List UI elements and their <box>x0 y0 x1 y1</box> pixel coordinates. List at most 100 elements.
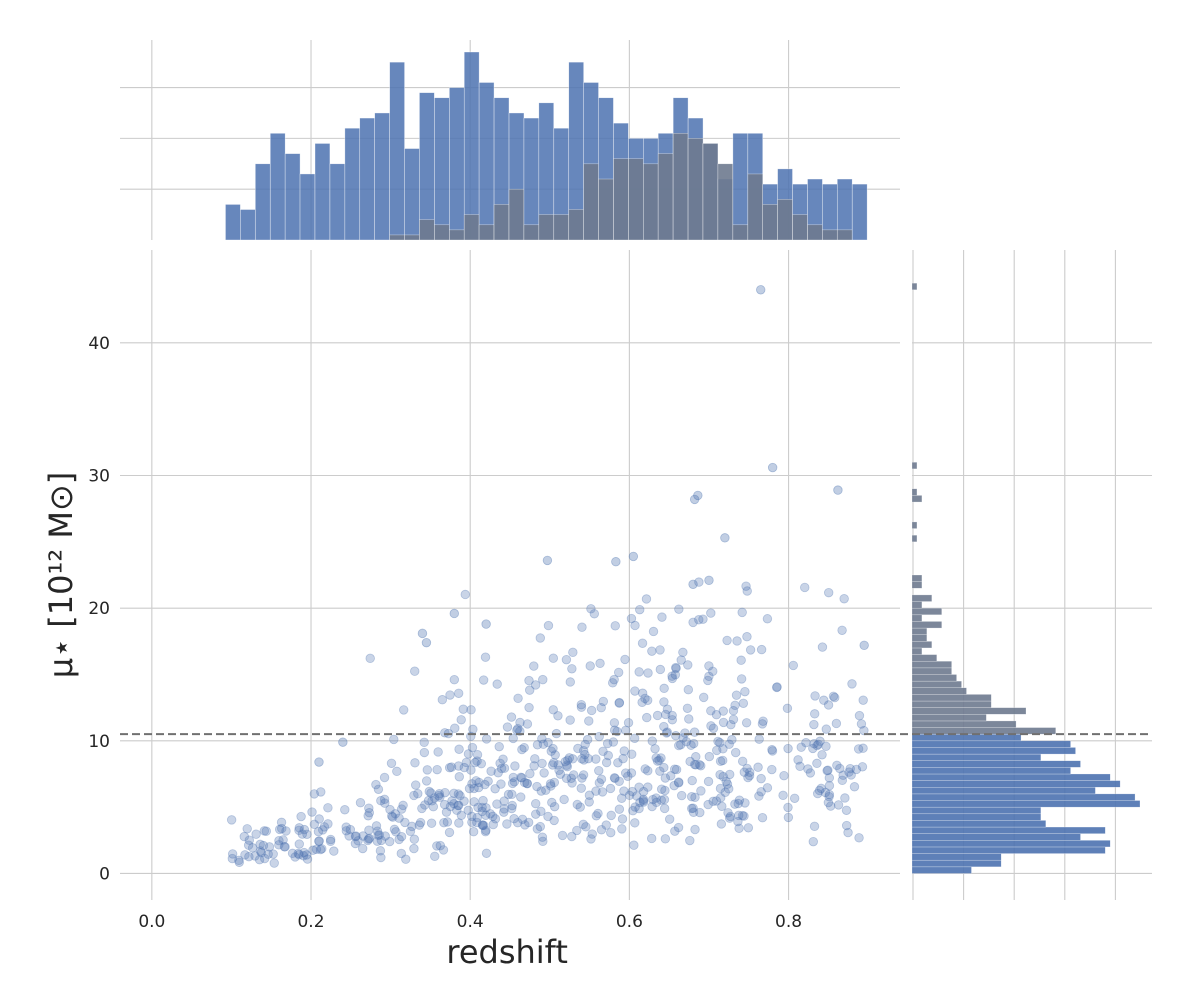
scatter-point <box>276 817 287 828</box>
scatter-point <box>525 685 535 695</box>
scatter-point <box>577 754 587 764</box>
scatter-point <box>338 737 348 747</box>
scatter-point <box>546 781 556 791</box>
right-histogram-bar-low <box>911 806 1042 815</box>
scatter-point <box>260 853 270 864</box>
scatter-point <box>657 612 667 622</box>
scatter-point <box>681 736 692 747</box>
scatter-point <box>531 798 541 809</box>
scatter-point <box>638 796 649 806</box>
scatter-point <box>493 768 503 778</box>
scatter-point <box>453 800 464 811</box>
scatter-point <box>494 741 504 752</box>
scatter-point <box>323 819 333 829</box>
scatter-point <box>828 691 839 701</box>
scatter-point <box>623 771 633 781</box>
scatter-point <box>584 797 594 807</box>
scatter-point <box>745 767 755 777</box>
scatter-point <box>396 831 407 842</box>
y-tick-label: 40 <box>88 334 110 354</box>
top-histogram-bar-high <box>389 234 405 241</box>
scatter-point <box>319 822 330 832</box>
scatter-point <box>587 829 597 839</box>
scatter-point <box>419 737 429 748</box>
scatter-point <box>610 773 620 784</box>
right-histogram-bar-high <box>911 634 928 642</box>
scatter-point <box>473 782 484 793</box>
scatter-point <box>683 660 693 670</box>
scatter-point <box>671 663 681 674</box>
scatter-point <box>469 797 479 807</box>
scatter-point <box>353 836 363 846</box>
scatter-point <box>519 777 530 788</box>
scatter-point <box>572 799 583 810</box>
scatter-point <box>609 773 620 783</box>
scatter-point <box>715 738 725 748</box>
scatter-point <box>617 824 627 834</box>
scatter-point <box>415 817 426 828</box>
scatter-point <box>379 772 390 783</box>
right-histogram-bar-high <box>911 674 957 682</box>
scatter-point <box>453 688 464 698</box>
right-histogram-bar-high <box>911 660 952 669</box>
scatter-point <box>667 715 678 725</box>
scatter-point <box>756 285 766 295</box>
scatter-point <box>373 784 384 795</box>
scatter-point <box>524 675 534 686</box>
scatter-points <box>226 285 869 868</box>
scatter-point <box>742 632 752 642</box>
scatter-point <box>689 738 699 749</box>
scatter-point <box>520 820 530 830</box>
top-histogram-bar-low <box>240 209 256 241</box>
scatter-point <box>255 839 265 850</box>
scatter-point <box>539 768 549 778</box>
scatter-point <box>809 719 819 730</box>
top-histogram-bar-low <box>851 183 868 241</box>
scatter-point <box>239 831 249 842</box>
scatter-point <box>659 683 669 694</box>
top-histogram-bar-high <box>762 204 778 241</box>
right-histogram-bar-high <box>911 694 992 702</box>
scatter-point <box>577 773 587 783</box>
scatter-point <box>857 762 868 772</box>
scatter-point <box>576 699 587 710</box>
scatter-point <box>391 827 401 837</box>
scatter-point <box>682 703 693 713</box>
scatter-point <box>553 760 563 770</box>
scatter-point <box>594 765 604 776</box>
scatter-point <box>302 829 312 839</box>
scatter-point <box>496 779 506 789</box>
scatter-point <box>430 851 440 862</box>
scatter-point <box>678 647 688 658</box>
scatter-point <box>466 705 476 715</box>
right-histogram-bar-low <box>911 833 1081 841</box>
scatter-point <box>813 739 823 750</box>
scatter-point <box>724 813 735 823</box>
right-histogram-bar-low <box>911 786 1096 795</box>
scatter-point <box>471 776 481 786</box>
scatter-point <box>274 835 284 846</box>
top-histogram-bar-high <box>493 204 510 241</box>
scatter-point <box>472 750 483 760</box>
scatter-point <box>400 817 410 828</box>
top-histogram-bar-low <box>225 204 241 241</box>
scatter-point <box>686 792 697 802</box>
scatter-point <box>568 647 578 658</box>
scatter-point <box>638 797 649 807</box>
scatter-point <box>754 791 764 801</box>
scatter-point <box>247 843 258 853</box>
scatter-point <box>614 804 625 814</box>
scatter-point <box>496 763 507 774</box>
scatter-point <box>483 776 493 786</box>
scatter-point <box>783 812 794 823</box>
scatter-point <box>753 762 763 772</box>
scatter-point <box>733 816 743 827</box>
scatter-point <box>375 846 386 856</box>
scatter-point <box>530 754 540 764</box>
top-histogram-bar-low <box>463 51 480 241</box>
scatter-point <box>708 666 718 676</box>
scatter-point <box>409 843 419 854</box>
scatter-point <box>296 811 306 822</box>
scatter-point <box>718 744 728 754</box>
scatter-point <box>499 807 509 817</box>
